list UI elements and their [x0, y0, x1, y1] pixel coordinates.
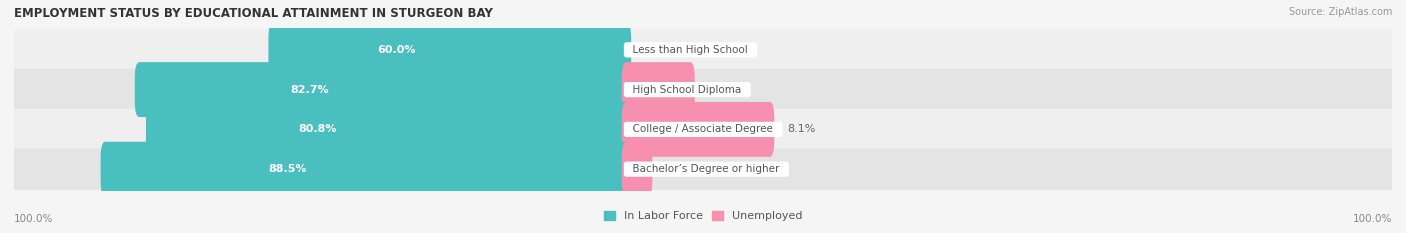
FancyBboxPatch shape [621, 102, 775, 157]
Text: EMPLOYMENT STATUS BY EDUCATIONAL ATTAINMENT IN STURGEON BAY: EMPLOYMENT STATUS BY EDUCATIONAL ATTAINM… [14, 7, 494, 20]
FancyBboxPatch shape [14, 148, 1392, 190]
Text: 80.8%: 80.8% [298, 124, 336, 134]
Text: College / Associate Degree: College / Associate Degree [627, 124, 780, 134]
Text: Less than High School: Less than High School [627, 45, 755, 55]
FancyBboxPatch shape [14, 109, 1392, 150]
FancyBboxPatch shape [621, 142, 652, 197]
Text: Bachelor’s Degree or higher: Bachelor’s Degree or higher [627, 164, 786, 174]
FancyBboxPatch shape [135, 62, 631, 117]
Text: 1.2%: 1.2% [665, 164, 693, 174]
Text: 100.0%: 100.0% [14, 214, 53, 224]
Legend: In Labor Force, Unemployed: In Labor Force, Unemployed [603, 211, 803, 221]
FancyBboxPatch shape [269, 22, 631, 77]
Text: 8.1%: 8.1% [787, 124, 815, 134]
FancyBboxPatch shape [14, 29, 1392, 71]
Text: 60.0%: 60.0% [378, 45, 416, 55]
Text: 3.6%: 3.6% [707, 85, 735, 95]
Text: Source: ZipAtlas.com: Source: ZipAtlas.com [1288, 7, 1392, 17]
FancyBboxPatch shape [101, 142, 631, 197]
Text: 0.0%: 0.0% [644, 45, 672, 55]
Text: 82.7%: 82.7% [291, 85, 329, 95]
FancyBboxPatch shape [621, 62, 695, 117]
Text: High School Diploma: High School Diploma [627, 85, 748, 95]
FancyBboxPatch shape [14, 69, 1392, 110]
Text: 100.0%: 100.0% [1353, 214, 1392, 224]
Text: 88.5%: 88.5% [269, 164, 307, 174]
FancyBboxPatch shape [146, 102, 631, 157]
